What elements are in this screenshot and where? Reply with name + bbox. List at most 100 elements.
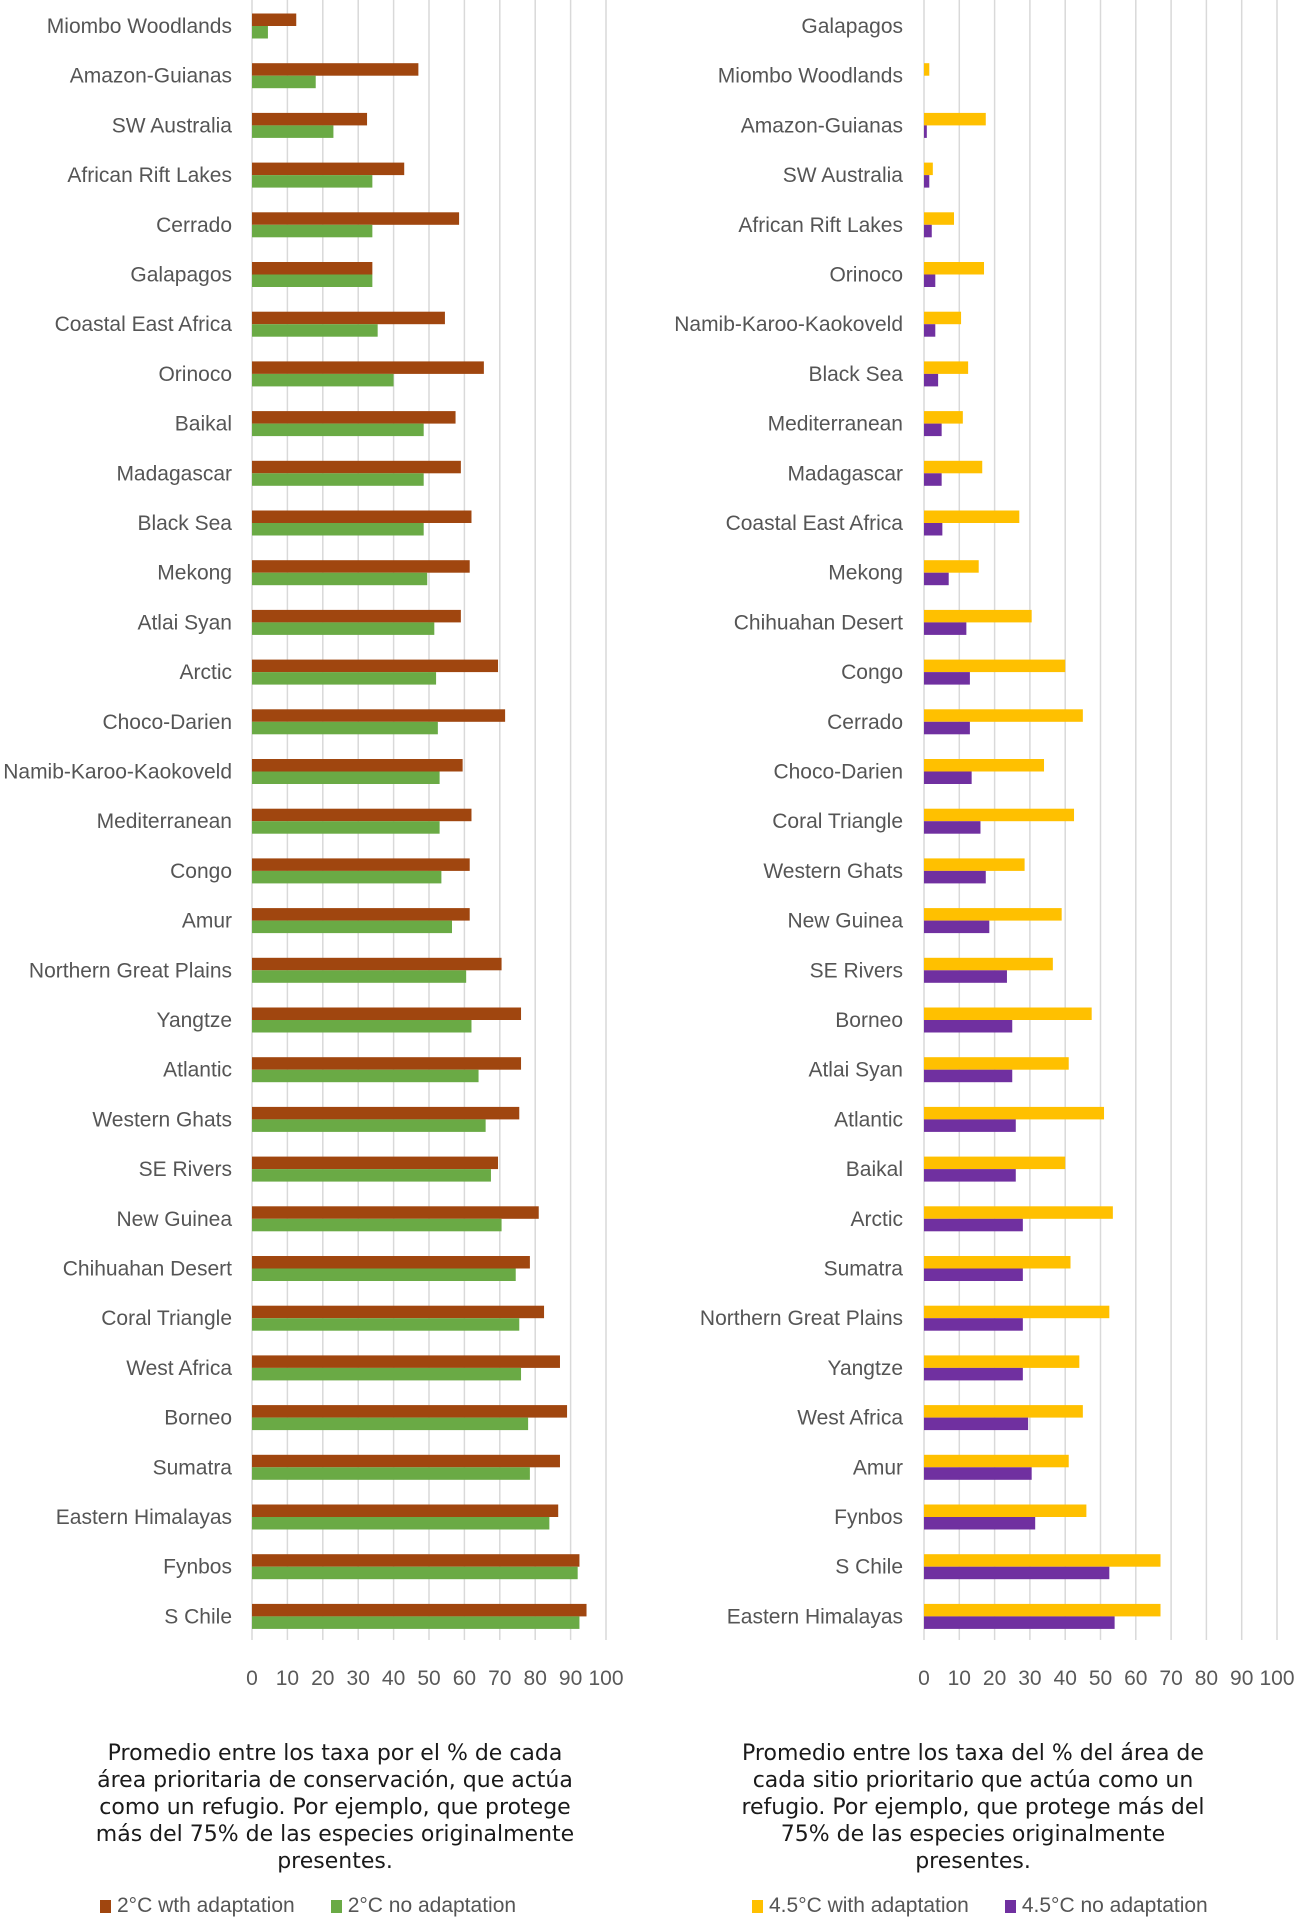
caption-line: 75% de las especies originalmente bbox=[780, 1822, 1166, 1847]
category-label: Cerrado bbox=[156, 214, 232, 237]
category-label: Amur bbox=[853, 1456, 903, 1479]
category-label: Borneo bbox=[835, 1009, 903, 1032]
bar-two-no bbox=[252, 1169, 491, 1182]
bar-two-no bbox=[252, 423, 424, 437]
category-label: SE Rivers bbox=[139, 1158, 232, 1181]
legend-2c: 2°C wth adaptation 2°C no adaptation bbox=[100, 1894, 548, 1918]
bar-two-with bbox=[252, 957, 502, 971]
bar-four-with bbox=[924, 1305, 1110, 1319]
bar-two-no bbox=[252, 572, 428, 586]
category-label: New Guinea bbox=[116, 1208, 232, 1231]
bar-four-no bbox=[924, 523, 943, 536]
bar-four-with bbox=[924, 1355, 1080, 1368]
category-label: Sumatra bbox=[824, 1258, 904, 1281]
legend-label: 2°C wth adaptation bbox=[117, 1894, 295, 1917]
category-label: Borneo bbox=[164, 1407, 232, 1430]
bar-two-with bbox=[252, 1106, 520, 1120]
category-label: Arctic bbox=[851, 1208, 904, 1231]
bar-four-no bbox=[924, 721, 970, 735]
category-label: Mekong bbox=[157, 562, 232, 585]
bar-four-no bbox=[924, 771, 972, 784]
bar-two-no bbox=[252, 721, 438, 735]
bar-two-no bbox=[252, 373, 394, 387]
x-tick-label: 100 bbox=[1259, 1667, 1294, 1690]
bar-four-with bbox=[924, 1057, 1069, 1070]
bar-four-with bbox=[924, 1504, 1087, 1517]
category-label: Atlai Syan bbox=[137, 611, 232, 634]
bar-two-with bbox=[252, 13, 297, 26]
bar-four-no bbox=[924, 920, 990, 934]
caption-line: área prioritaria de conservación, que ac… bbox=[97, 1768, 573, 1793]
x-tick-label: 30 bbox=[1018, 1667, 1041, 1690]
category-label: SW Australia bbox=[783, 164, 904, 187]
bar-four-with bbox=[924, 759, 1045, 772]
bar-two-with bbox=[252, 212, 460, 225]
bar-two-with bbox=[252, 411, 456, 424]
bar-two-with bbox=[252, 609, 461, 623]
bar-two-with bbox=[252, 460, 461, 474]
category-label: SW Australia bbox=[112, 114, 233, 137]
bar-four-no bbox=[924, 1467, 1032, 1480]
category-label: Northern Great Plains bbox=[29, 959, 232, 982]
bar-two-with bbox=[252, 858, 470, 871]
bar-two-no bbox=[252, 1268, 516, 1281]
category-label: Congo bbox=[841, 661, 903, 684]
caption-line: presentes. bbox=[915, 1849, 1031, 1874]
bar-four-no bbox=[924, 672, 970, 685]
category-label: Madagascar bbox=[787, 462, 903, 485]
category-label: Baikal bbox=[175, 413, 232, 436]
bar-two-no bbox=[252, 672, 437, 685]
x-tick-label: 40 bbox=[382, 1667, 405, 1690]
bar-two-no bbox=[252, 125, 334, 138]
x-tick-label: 50 bbox=[1089, 1667, 1112, 1690]
category-label: Namib-Karoo-Kaokoveld bbox=[674, 313, 903, 336]
category-label: West Africa bbox=[797, 1407, 903, 1430]
bar-four-no bbox=[924, 622, 967, 635]
bar-four-with bbox=[924, 1405, 1083, 1418]
category-label: Orinoco bbox=[829, 264, 903, 287]
bar-two-with bbox=[252, 709, 506, 722]
x-tick-label: 90 bbox=[1230, 1667, 1253, 1690]
x-tick-label: 60 bbox=[453, 1667, 476, 1690]
bar-four-with bbox=[924, 808, 1075, 822]
caption-line: refugio. Por ejemplo, que protege más de… bbox=[741, 1795, 1205, 1820]
bar-four-no bbox=[924, 572, 949, 586]
bar-two-no bbox=[252, 1566, 578, 1580]
x-tick-label: 0 bbox=[918, 1667, 930, 1690]
bar-two-with bbox=[252, 262, 373, 275]
category-label: Sumatra bbox=[153, 1456, 233, 1479]
caption-line: Promedio entre los taxa del % del área d… bbox=[742, 1741, 1204, 1766]
bar-four-no bbox=[924, 175, 930, 188]
bar-two-with bbox=[252, 63, 419, 76]
category-label: Miombo Woodlands bbox=[47, 15, 232, 38]
x-tick-label: 70 bbox=[488, 1667, 511, 1690]
caption-line: como un refugio. Por ejemplo, que proteg… bbox=[99, 1795, 571, 1820]
bar-two-no bbox=[252, 1318, 520, 1331]
legend-swatch-green bbox=[330, 1899, 342, 1913]
bar-four-with bbox=[924, 858, 1025, 871]
bar-four-with bbox=[924, 709, 1083, 722]
bar-four-no bbox=[924, 1268, 1023, 1281]
category-label: New Guinea bbox=[787, 910, 903, 933]
bar-two-no bbox=[252, 1517, 550, 1530]
category-label: Fynbos bbox=[163, 1556, 232, 1579]
legend-item-4-5c-with-adaptation: 4.5°C with adaptation bbox=[752, 1894, 969, 1918]
bar-four-with bbox=[924, 1454, 1069, 1468]
bar-two-with bbox=[252, 1206, 539, 1219]
legend-item-2c-no-adaptation: 2°C no adaptation bbox=[330, 1894, 516, 1918]
chart-4-5c: 0 10 20 30 40 50 60 70 80 90 100 Galapagos Miombo Wo… bbox=[674, 0, 1295, 1690]
category-label: SE Rivers bbox=[810, 959, 903, 982]
bar-two-with bbox=[252, 1554, 580, 1567]
x-tick-label: 40 bbox=[1054, 1667, 1077, 1690]
bar-two-no bbox=[252, 870, 442, 884]
bar-four-no bbox=[924, 1020, 1013, 1033]
bar-two-no bbox=[252, 473, 424, 486]
bar-two-with bbox=[252, 1057, 522, 1070]
legend-swatch-purple bbox=[1004, 1899, 1016, 1913]
bar-two-no bbox=[252, 1467, 530, 1480]
bar-two-with bbox=[252, 112, 368, 126]
x-tick-label: 30 bbox=[347, 1667, 370, 1690]
category-label: Miombo Woodlands bbox=[718, 65, 903, 88]
category-label: Coral Triangle bbox=[101, 1307, 232, 1330]
category-label: Western Ghats bbox=[763, 860, 903, 883]
